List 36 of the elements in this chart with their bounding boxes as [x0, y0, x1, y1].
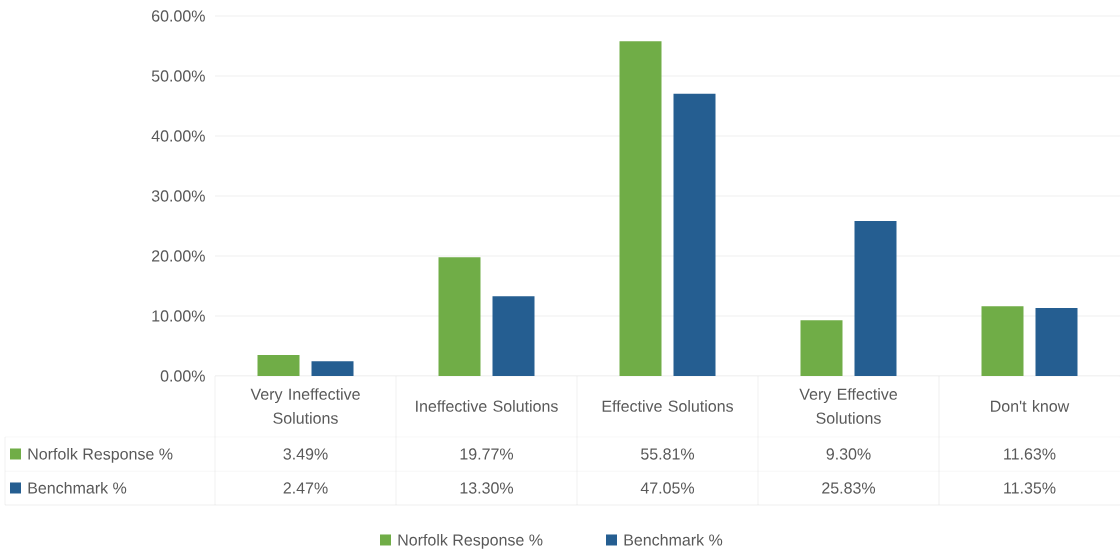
bar: [438, 257, 481, 376]
bar: [492, 296, 535, 376]
text: Norfolk Response %: [398, 533, 543, 549]
bar: [311, 361, 354, 376]
data-label: 3.49%: [283, 448, 328, 460]
data-label: 19.77%: [460, 448, 514, 460]
bar: [800, 320, 843, 376]
data-label: 9.30%: [826, 448, 871, 460]
text: Benchmark %: [28, 481, 127, 494]
x-tick-label: Very Effective Solutions: [799, 388, 898, 424]
y-tick-label: 60.00%: [152, 10, 205, 22]
bar: [619, 41, 662, 376]
legend-label: Norfolk Response %: [28, 447, 173, 463]
y-tick-label: 50.00%: [151, 70, 205, 82]
data-label: 47.05%: [640, 482, 695, 494]
data-label: 11.35%: [1004, 482, 1056, 494]
y-tick-label: 40.00%: [151, 130, 205, 142]
y-tick-label: 30.00%: [151, 190, 205, 202]
y-tick-label: 20.00%: [152, 250, 205, 262]
x-tick-label: Effective Solutions: [602, 400, 734, 412]
data-label: 55.81%: [641, 448, 695, 460]
data-label: 11.63%: [1004, 448, 1056, 460]
x-tick-label: Don't know: [991, 400, 1070, 412]
data-label: 25.83%: [822, 482, 876, 494]
bar: [257, 355, 300, 376]
bar: [1035, 307, 1078, 376]
bar: [854, 221, 897, 376]
bar: [673, 93, 716, 376]
y-tick-label: 10.00%: [152, 310, 205, 322]
data-label: 2.47%: [283, 482, 328, 494]
data-label: 13.30%: [460, 482, 514, 494]
x-tick-label: Ineffective Solutions: [416, 400, 558, 412]
legend-label: Benchmark %: [624, 533, 723, 546]
y-tick-label: 0.00%: [160, 370, 205, 382]
bar: [981, 306, 1024, 376]
x-tick-label: Very Ineffective Solutions: [250, 388, 360, 424]
